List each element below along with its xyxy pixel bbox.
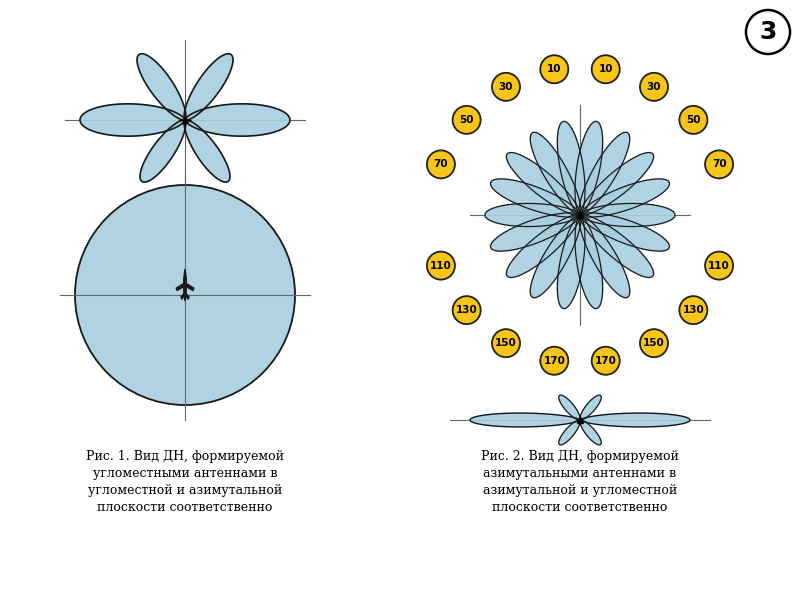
Text: 150: 150 (643, 338, 665, 348)
Circle shape (592, 347, 620, 375)
Polygon shape (580, 420, 602, 445)
Circle shape (427, 251, 455, 280)
Circle shape (427, 151, 455, 178)
Circle shape (679, 296, 707, 324)
Text: 110: 110 (430, 260, 452, 271)
Text: 10: 10 (547, 64, 562, 74)
Polygon shape (530, 132, 581, 215)
Text: 50: 50 (459, 115, 474, 125)
Circle shape (540, 55, 568, 83)
Polygon shape (558, 215, 585, 308)
Polygon shape (140, 120, 186, 182)
Polygon shape (579, 215, 630, 298)
Polygon shape (580, 213, 670, 251)
Text: 70: 70 (434, 160, 448, 169)
Circle shape (75, 185, 295, 405)
Polygon shape (485, 203, 580, 227)
Text: 30: 30 (646, 82, 662, 92)
Circle shape (640, 329, 668, 357)
Text: 170: 170 (594, 356, 617, 366)
Polygon shape (558, 420, 580, 445)
Circle shape (705, 151, 733, 178)
Polygon shape (558, 395, 580, 420)
Polygon shape (470, 413, 580, 427)
Polygon shape (580, 395, 602, 420)
Polygon shape (184, 120, 230, 182)
Polygon shape (181, 293, 184, 299)
Polygon shape (580, 152, 654, 215)
Polygon shape (185, 104, 290, 136)
Text: Рис. 2. Вид ДН, формируемой
азимутальными антеннами в
азимутальной и угломестной: Рис. 2. Вид ДН, формируемой азимутальным… (481, 450, 679, 514)
Text: 50: 50 (686, 115, 701, 125)
Polygon shape (186, 293, 189, 299)
Circle shape (592, 55, 620, 83)
Text: 130: 130 (682, 305, 704, 315)
Circle shape (640, 73, 668, 101)
Circle shape (492, 73, 520, 101)
Polygon shape (185, 283, 194, 290)
Text: 30: 30 (498, 82, 514, 92)
Polygon shape (137, 54, 186, 120)
Polygon shape (176, 283, 185, 290)
Text: 130: 130 (456, 305, 478, 315)
Polygon shape (506, 215, 580, 277)
Circle shape (679, 106, 707, 134)
Polygon shape (580, 203, 675, 227)
Polygon shape (579, 132, 630, 215)
Circle shape (705, 251, 733, 280)
Polygon shape (580, 179, 670, 217)
Polygon shape (575, 121, 602, 215)
Text: Рис. 1. Вид ДН, формируемой
угломестными антеннами в
угломестной и азимутальной
: Рис. 1. Вид ДН, формируемой угломестными… (86, 450, 284, 514)
Polygon shape (490, 179, 580, 217)
Polygon shape (80, 104, 185, 136)
Text: 170: 170 (543, 356, 566, 366)
Polygon shape (184, 269, 186, 301)
Polygon shape (558, 121, 585, 215)
Polygon shape (184, 54, 233, 120)
Polygon shape (580, 413, 690, 427)
Circle shape (746, 10, 790, 54)
Text: 110: 110 (708, 260, 730, 271)
Circle shape (453, 106, 481, 134)
Polygon shape (490, 213, 580, 251)
Polygon shape (506, 152, 580, 215)
Polygon shape (575, 215, 602, 308)
Circle shape (540, 347, 568, 375)
Text: 150: 150 (495, 338, 517, 348)
Text: 3: 3 (759, 20, 777, 44)
Text: 70: 70 (712, 160, 726, 169)
Circle shape (453, 296, 481, 324)
Polygon shape (530, 215, 581, 298)
Circle shape (492, 329, 520, 357)
Text: 10: 10 (598, 64, 613, 74)
Polygon shape (580, 215, 654, 277)
